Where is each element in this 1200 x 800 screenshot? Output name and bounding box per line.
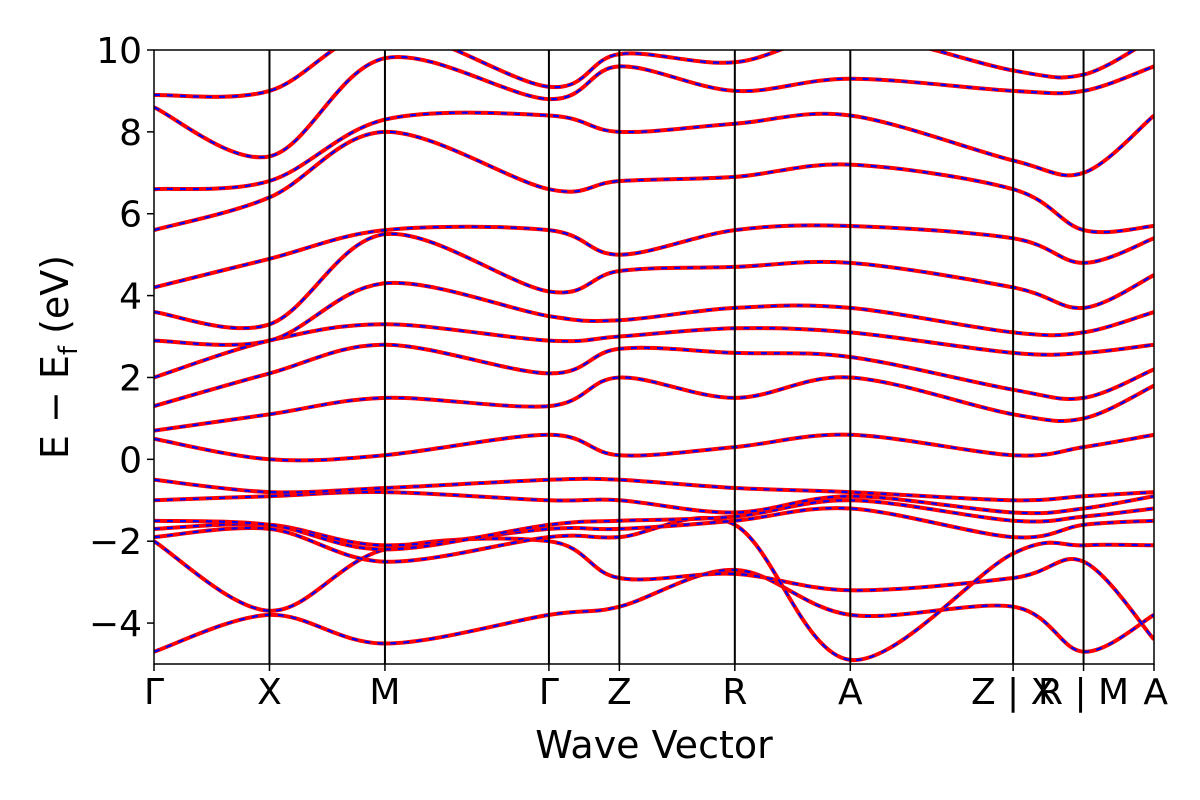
x-tick-label: R	[722, 672, 747, 713]
band-18-line	[154, 50, 1138, 99]
y-axis-label-subscript: f	[54, 345, 84, 355]
band-4-overlay	[154, 506, 1154, 547]
band-2-overlay	[154, 537, 1154, 641]
x-tick-label: A	[1143, 672, 1168, 713]
band-6-overlay	[154, 490, 1154, 515]
band-13-overlay	[154, 232, 1154, 330]
x-tick-label: A	[838, 672, 863, 713]
plot-frame	[153, 49, 1155, 665]
kpath-lines	[268, 50, 1085, 664]
band-12-overlay	[154, 281, 1154, 346]
band-8-overlay	[154, 433, 1154, 462]
band-1-overlay	[154, 568, 1154, 653]
y-tick-label: 6	[119, 195, 142, 236]
x-tick-label: Z	[607, 672, 632, 713]
band-11-overlay	[154, 323, 1154, 379]
y-tick-label: −2	[89, 522, 142, 563]
y-axis: −4 −2 0 2 4 6 8 10	[89, 31, 154, 645]
y-tick-label: 0	[119, 440, 142, 481]
band-16-overlay	[154, 111, 1154, 191]
y-tick-label: 4	[119, 277, 142, 318]
x-tick-label: X	[257, 672, 282, 713]
y-axis-label-unit: (eV)	[33, 255, 77, 334]
x-tick-label: Γ	[539, 672, 559, 713]
y-axis-label-main: E − E	[33, 355, 77, 459]
x-tick-label: M	[369, 672, 400, 713]
band-17-overlay	[154, 55, 1154, 159]
band-5-overlay	[154, 499, 1154, 551]
band-15-line	[154, 129, 1154, 235]
x-axis-label: Wave Vector	[535, 723, 773, 767]
bands-layer	[154, 50, 1154, 662]
band-7-overlay	[154, 477, 1154, 502]
band-9-overlay	[154, 376, 1154, 432]
y-axis-label: E − Ef (eV)	[33, 255, 84, 459]
plot-background	[154, 50, 1154, 664]
y-tick-label: 8	[119, 113, 142, 154]
x-axis: Γ X M Γ Z R A Z | XR | M A	[144, 664, 1168, 713]
x-tick-label: R | M	[1038, 672, 1129, 713]
x-tick-label: Z | X	[971, 672, 1055, 713]
y-tick-label: −4	[89, 604, 142, 645]
x-tick-label: Γ	[144, 672, 164, 713]
band-10-overlay	[154, 343, 1154, 408]
y-tick-label: 2	[119, 358, 142, 399]
band-14-overlay	[154, 224, 1154, 289]
y-tick-label: 10	[96, 31, 142, 72]
